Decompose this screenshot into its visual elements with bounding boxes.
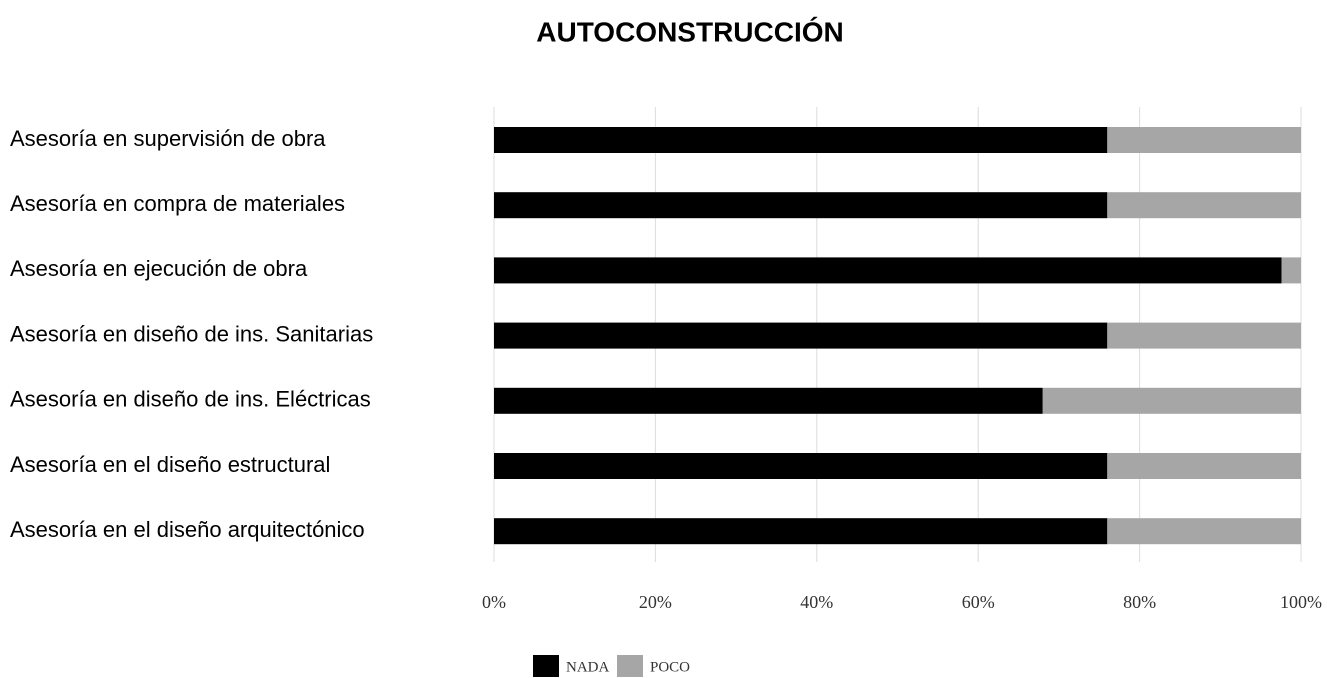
bar-segment [1107, 453, 1301, 479]
legend-swatch [617, 655, 643, 677]
bar-segment [1107, 322, 1301, 349]
bar-segment [494, 518, 1108, 545]
bar-segment [494, 192, 1108, 219]
bar-segment [1042, 387, 1301, 414]
bar-segment [494, 387, 1043, 414]
category-label: Asesoría en compra de materiales [10, 191, 345, 216]
x-tick-label: 0% [482, 592, 506, 612]
bar-segment [494, 453, 1108, 479]
bar-segment [1107, 518, 1301, 545]
legend-label: NADA [566, 659, 609, 675]
legend-swatch [533, 655, 559, 677]
chart-title: AUTOCONSTRUCCIÓN [536, 16, 843, 47]
category-label: Asesoría en el diseño arquitectónico [10, 517, 365, 542]
category-label: Asesoría en diseño de ins. Eléctricas [10, 387, 371, 412]
category-label: Asesoría en diseño de ins. Sanitarias [10, 321, 373, 346]
category-label: Asesoría en el diseño estructural [10, 452, 330, 477]
bar-segment [494, 127, 1108, 153]
x-tick-label: 20% [639, 592, 672, 612]
legend-label: POCO [650, 659, 690, 675]
x-tick-label: 80% [1123, 592, 1156, 612]
x-tick-label: 40% [800, 592, 833, 612]
bar-segment [494, 257, 1282, 284]
category-label: Asesoría en ejecución de obra [10, 256, 308, 281]
x-tick-label: 100% [1280, 592, 1322, 612]
bar-segment [1281, 257, 1301, 284]
x-tick-label: 60% [962, 592, 995, 612]
bar-segment [1107, 192, 1301, 219]
category-label: Asesoría en supervisión de obra [10, 126, 326, 151]
bar-segment [494, 322, 1108, 349]
bar-segment [1107, 127, 1301, 153]
